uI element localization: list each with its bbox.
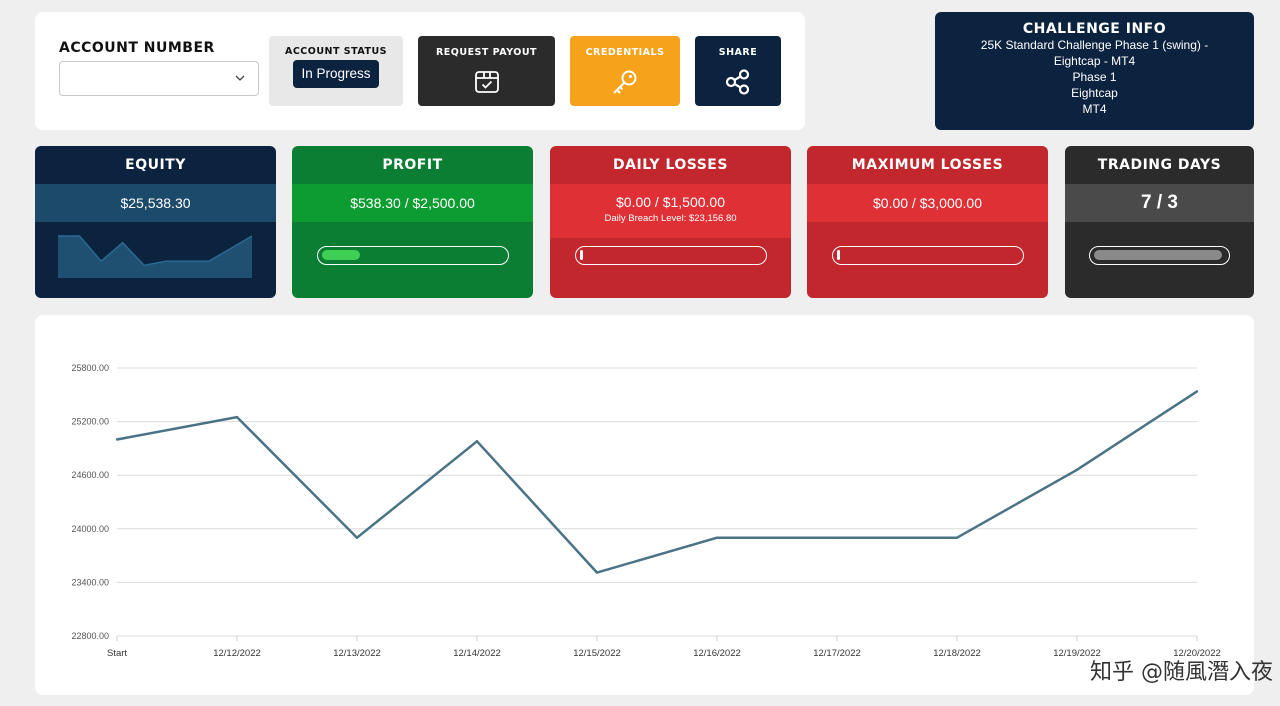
- trading-days-value: 7 / 3: [1141, 192, 1178, 213]
- share-icon: [725, 69, 750, 95]
- credentials-label: CREDENTIALS: [585, 47, 665, 58]
- equity-data-point: [355, 536, 359, 539]
- equity-data-point: [1075, 468, 1079, 472]
- request-payout-button[interactable]: REQUEST PAYOUT: [418, 36, 555, 106]
- status-badge: In Progress: [293, 60, 379, 88]
- profit-value: $538.30 / $2,500.00: [350, 195, 475, 211]
- equity-data-point: [475, 440, 479, 443]
- profit-title: PROFIT: [382, 157, 443, 173]
- equity-data-point: [955, 536, 959, 539]
- account-toolbar: ACCOUNT NUMBER ACCOUNT STATUS In Progres…: [35, 12, 805, 130]
- maximum-losses-title: MAXIMUM LOSSES: [851, 157, 1004, 173]
- trading-days-card: TRADING DAYS 7 / 3: [1065, 146, 1254, 298]
- x-tick-label: 12/12/2022: [213, 648, 261, 659]
- daily-losses-card: DAILY LOSSES $0.00 / $1,500.00 Daily Bre…: [550, 146, 791, 298]
- trading-days-title: TRADING DAYS: [1097, 157, 1222, 173]
- x-tick-label: 12/20/2022: [1173, 648, 1221, 659]
- equity-line-chart: 22800.00 23400.00 24000.00 24600.00 25200.00…: [71, 363, 1221, 659]
- equity-data-point: [835, 536, 839, 539]
- equity-title: EQUITY: [125, 157, 186, 173]
- x-tick-label: 12/17/2022: [813, 648, 861, 659]
- challenge-info-title: CHALLENGE INFO: [1022, 21, 1167, 37]
- daily-losses-title: DAILY LOSSES: [613, 157, 728, 173]
- share-button[interactable]: SHARE: [695, 36, 781, 106]
- daily-losses-value: $0.00 / $1,500.00: [616, 194, 725, 210]
- y-tick-label: 24600.00: [71, 470, 109, 480]
- maximum-losses-progress-bar: [832, 246, 1024, 265]
- equity-sparkline-line: [58, 235, 253, 267]
- y-tick-label: 22800.00: [71, 631, 109, 641]
- challenge-info-line: MT4: [1082, 102, 1107, 116]
- account-number-label: ACCOUNT NUMBER: [59, 40, 215, 56]
- request-payout-label: REQUEST PAYOUT: [435, 47, 538, 58]
- x-tick-label: Start: [107, 648, 127, 659]
- equity-card: EQUITY $25,538.30: [35, 146, 276, 298]
- equity-chart-card: 22800.00 23400.00 24000.00 24600.00 25200.00…: [35, 315, 1254, 695]
- equity-data-point: [715, 536, 719, 539]
- y-tick-label: 24000.00: [71, 524, 109, 534]
- challenge-info-panel: CHALLENGE INFO 25K Standard Challenge Ph…: [935, 12, 1254, 130]
- equity-data-point: [235, 415, 239, 419]
- challenge-info-line: Eightcap - MT4: [1053, 54, 1136, 68]
- x-tick-label: 12/19/2022: [1053, 648, 1101, 659]
- trading-days-progress-bar: [1089, 246, 1230, 265]
- equity-value: $25,538.30: [120, 195, 191, 211]
- equity-series-line: [116, 390, 1198, 574]
- account-status-label: ACCOUNT STATUS: [284, 46, 388, 57]
- y-tick-label: 23400.00: [71, 577, 109, 587]
- x-tick-label: 12/16/2022: [693, 648, 741, 659]
- account-number-select[interactable]: [59, 61, 259, 96]
- equity-data-point: [115, 438, 119, 441]
- equity-data-point: [1195, 390, 1199, 393]
- profit-progress-bar: [317, 246, 509, 265]
- daily-breach-level: Daily Breach Level: $23,156.80: [604, 213, 737, 224]
- account-status: ACCOUNT STATUS In Progress: [269, 36, 403, 106]
- key-icon: [613, 70, 637, 94]
- x-tick-label: 12/14/2022: [453, 648, 501, 659]
- daily-losses-progress-bar: [575, 246, 767, 265]
- challenge-info-line: Phase 1: [1072, 70, 1117, 84]
- y-tick-label: 25200.00: [71, 417, 109, 427]
- equity-data-point: [595, 571, 599, 574]
- equity-sparkline: [58, 235, 253, 278]
- challenge-info-line: 25K Standard Challenge Phase 1 (swing) -: [980, 38, 1209, 52]
- x-tick-label: 12/15/2022: [573, 648, 621, 659]
- package-check-icon: [474, 71, 499, 93]
- y-tick-label: 25800.00: [71, 363, 109, 373]
- challenge-info-line: Eightcap: [1071, 86, 1118, 100]
- chevron-down-icon: [235, 75, 245, 81]
- watermark: 知乎 @随風潛入夜: [1090, 660, 1273, 685]
- x-tick-label: 12/13/2022: [333, 648, 381, 659]
- x-tick-label: 12/18/2022: [933, 648, 981, 659]
- equity-sparkline-area: [58, 236, 252, 278]
- profit-card: PROFIT $538.30 / $2,500.00: [292, 146, 533, 298]
- maximum-losses-value: $0.00 / $3,000.00: [873, 195, 982, 211]
- maximum-losses-card: MAXIMUM LOSSES $0.00 / $3,000.00: [807, 146, 1048, 298]
- credentials-button[interactable]: CREDENTIALS: [570, 36, 680, 106]
- share-label: SHARE: [718, 47, 758, 58]
